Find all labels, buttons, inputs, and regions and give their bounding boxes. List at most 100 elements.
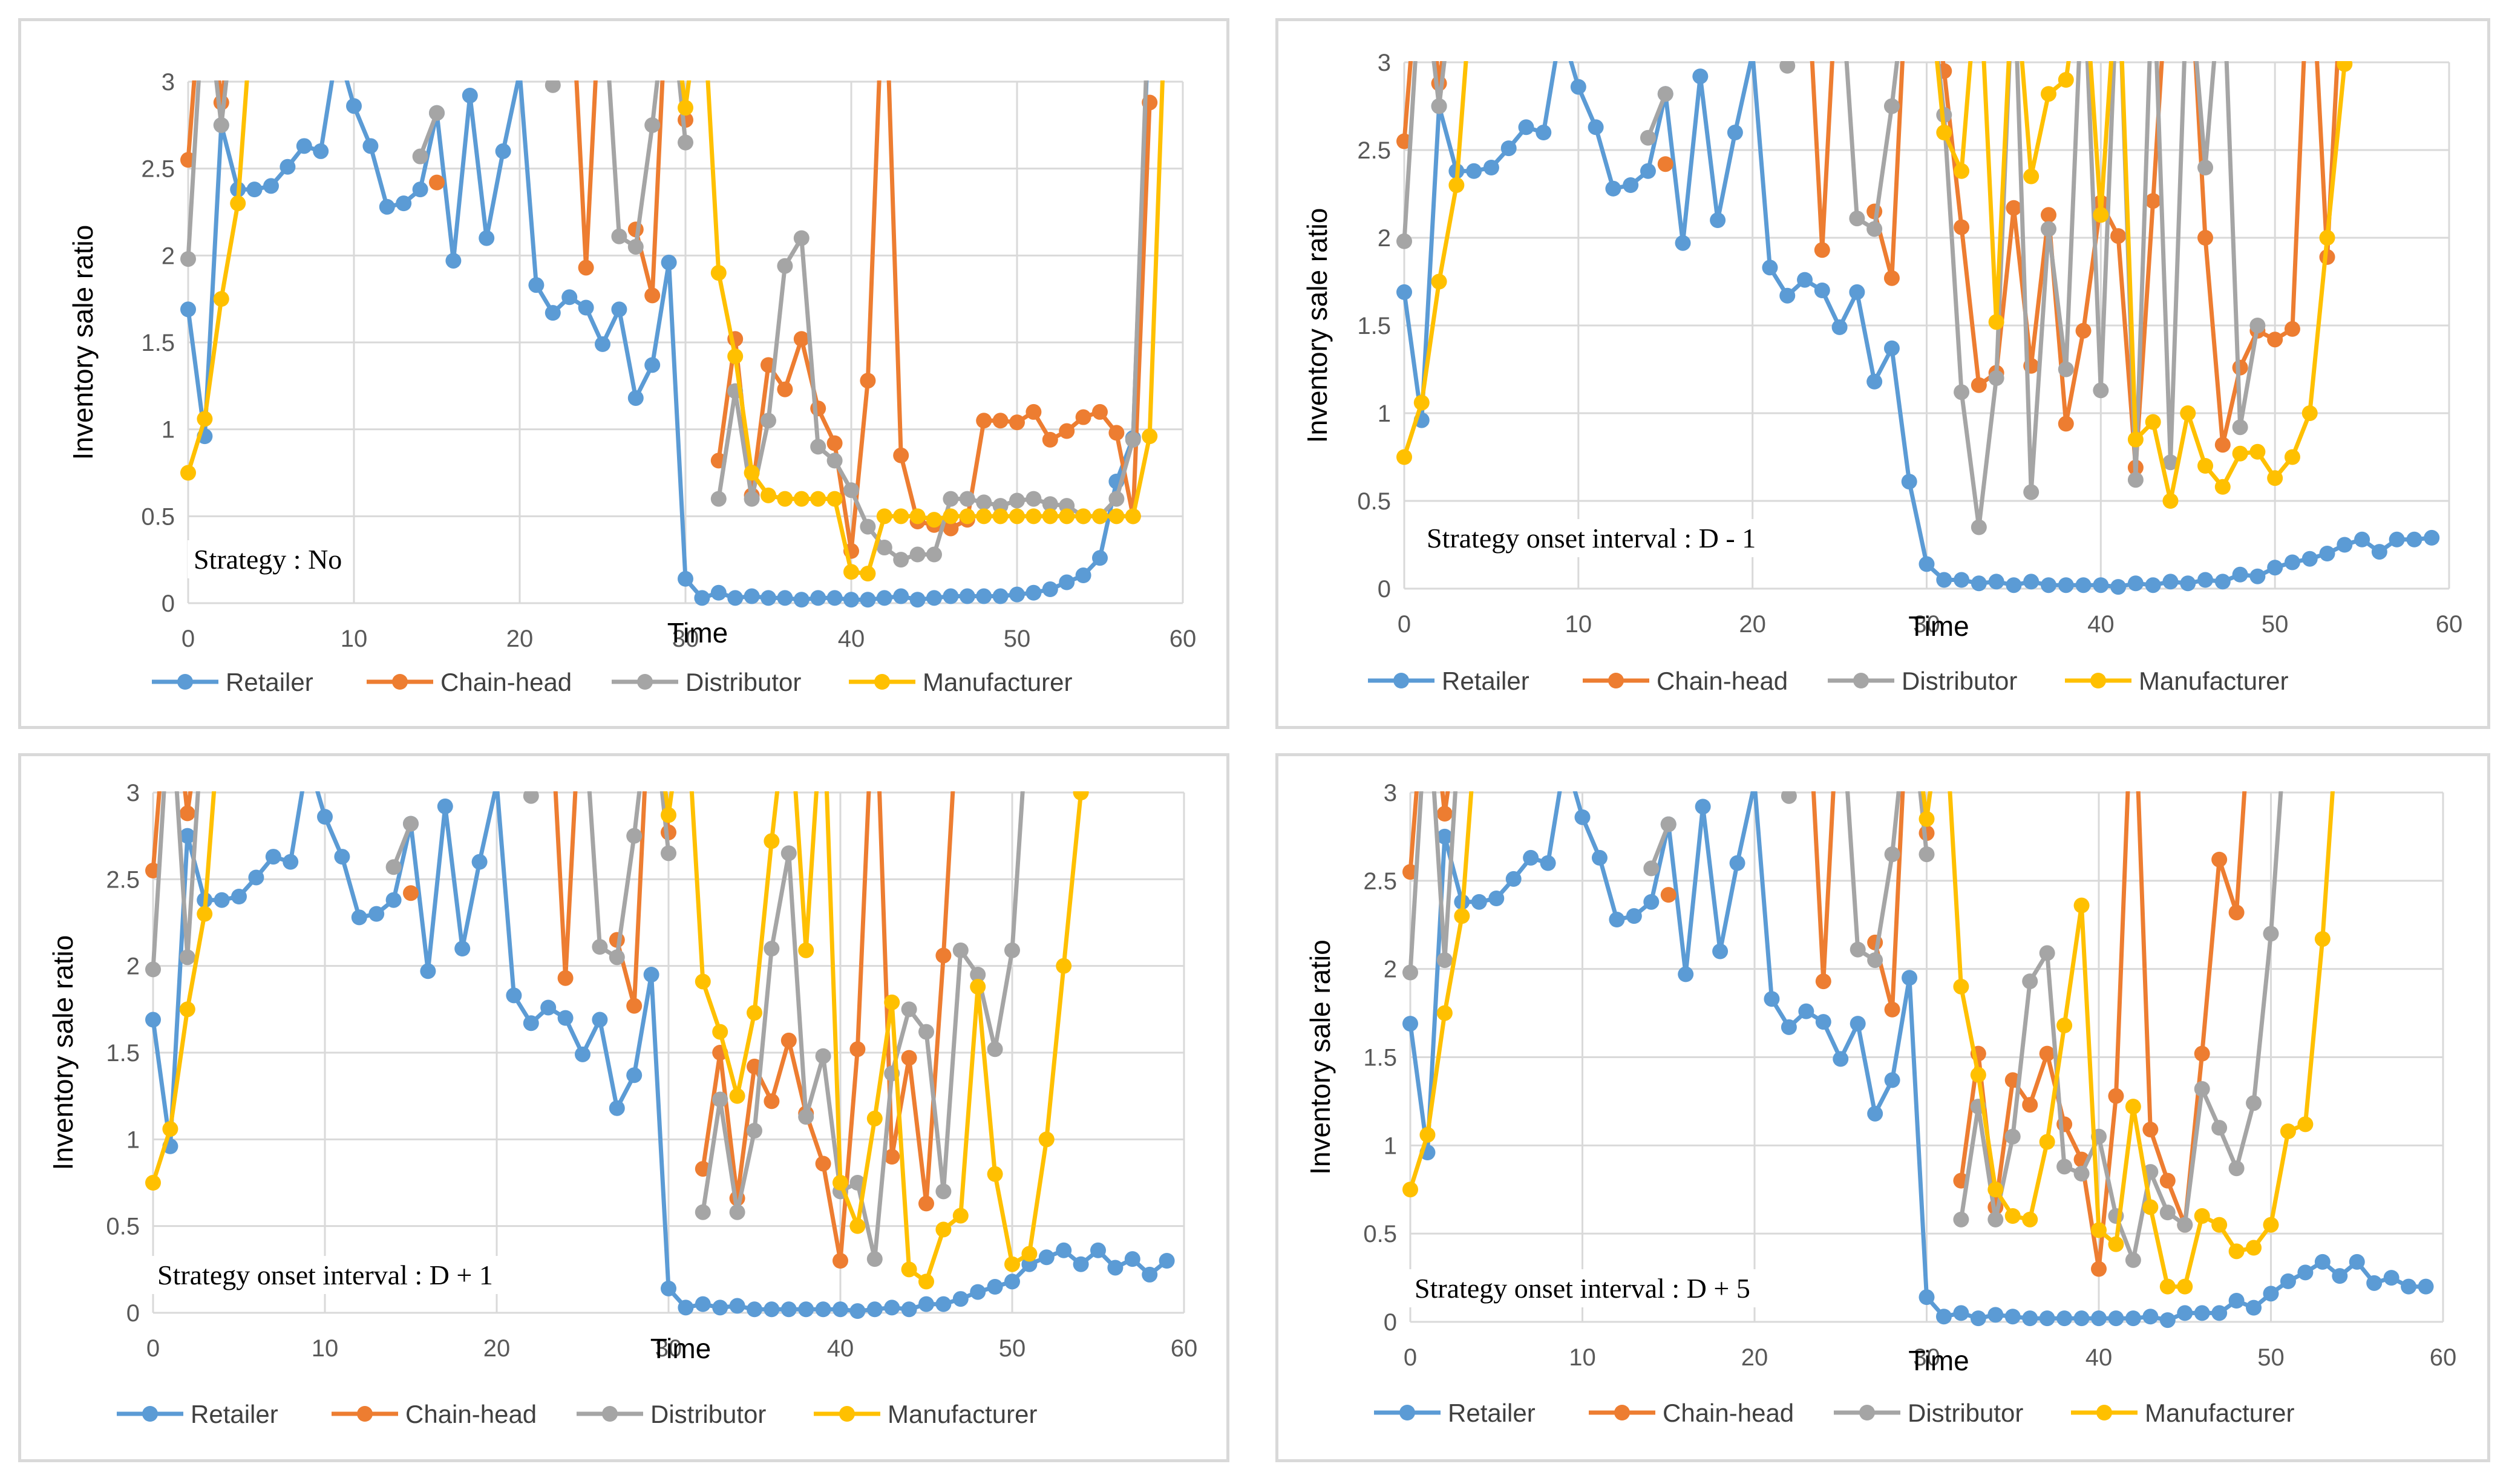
distributor-point <box>2162 454 2179 471</box>
retailer-point <box>626 1067 643 1084</box>
x-tick-label: 10 <box>1569 1344 1596 1371</box>
retailer-point <box>1815 1014 1831 1030</box>
retailer-point <box>1073 1256 1089 1272</box>
manufacturer-point <box>764 833 780 849</box>
distributor-series-line <box>1845 791 1929 963</box>
manufacturer-point <box>2004 1208 2021 1224</box>
legend-item-distributor: Distributor <box>577 1400 766 1428</box>
retailer-point <box>1987 1307 2004 1323</box>
legend-swatch-marker <box>1614 1405 1630 1420</box>
retailer-point <box>729 1298 745 1314</box>
retailer-point <box>2366 1275 2383 1291</box>
retailer-point <box>833 1301 848 1318</box>
manufacturer-point <box>2142 1199 2159 1215</box>
chain-head-point <box>1954 219 1970 235</box>
legend-swatch-marker <box>1399 1405 1415 1420</box>
retailer-point <box>2127 575 2144 592</box>
retailer-point <box>744 588 760 604</box>
manufacturer-point <box>1954 163 1970 179</box>
retailer-point <box>396 195 412 212</box>
manufacturer-point <box>909 508 926 525</box>
chain-head-point <box>429 174 445 191</box>
strategy-annotation-text: Strategy onset interval : D + 1 <box>157 1260 493 1290</box>
chain-head-point <box>777 381 793 397</box>
manufacturer-point <box>2091 1222 2107 1238</box>
chain-head-point <box>1042 431 1058 448</box>
retailer-point <box>959 588 975 604</box>
manufacturer-point <box>761 487 776 503</box>
y-tick-label: 1 <box>126 1126 140 1153</box>
retailer-point <box>1919 556 1935 572</box>
distributor-point <box>2040 221 2056 237</box>
manufacturer-point <box>180 465 196 481</box>
manufacturer-point <box>1059 508 1075 525</box>
strategy-annotation: Strategy onset interval : D - 1 <box>1421 519 1762 557</box>
manufacturer-point <box>2280 1123 2296 1139</box>
retailer-point <box>1483 160 1499 175</box>
retailer-point <box>317 809 333 825</box>
manufacturer-point <box>1448 177 1465 193</box>
chain-head-point <box>2267 332 2283 348</box>
manufacturer-point <box>1454 908 1470 924</box>
retailer-point <box>479 230 495 246</box>
retailer-point <box>1623 177 1639 193</box>
chart-svg: 00.511.522.530 10 20 30 40 50 60TimeInventory … <box>1301 21 2462 695</box>
distributor-point <box>976 494 992 511</box>
manufacturer-point <box>2022 1211 2038 1227</box>
retailer-point <box>494 791 500 792</box>
distributor-point <box>798 1109 814 1125</box>
y-tick-label: 0.5 <box>1357 488 1391 515</box>
retailer-point <box>901 1301 917 1318</box>
retailer-point <box>712 1299 728 1316</box>
manufacturer-point <box>197 906 213 922</box>
retailer-point <box>2246 1299 2262 1316</box>
distributor-point <box>1850 941 1866 958</box>
legend-label: Chain-head <box>1657 667 1788 695</box>
distributor-point <box>926 546 942 563</box>
legend-label: Chain-head <box>405 1400 537 1428</box>
retailer-point <box>661 1280 676 1296</box>
y-tick-label: 2.5 <box>1363 868 1397 895</box>
distributor-point <box>744 491 760 507</box>
legend-label: Chain-head <box>1663 1399 1794 1427</box>
manufacturer-point <box>1413 394 1430 411</box>
chain-head-point <box>935 947 952 964</box>
retailer-point <box>561 289 578 306</box>
chain-head-point <box>644 287 661 304</box>
y-tick-label: 0 <box>1384 1309 1397 1336</box>
retailer-series-line <box>1402 61 2432 589</box>
retailer-point <box>1936 572 1952 588</box>
retailer-point <box>761 590 776 606</box>
distributor-point <box>2022 973 2038 990</box>
retailer-point <box>2162 574 2179 590</box>
chain-head-point <box>793 331 810 347</box>
y-tick-label: 0 <box>126 1300 140 1327</box>
chain-head-point <box>943 520 959 537</box>
manufacturer-point <box>2267 470 2283 486</box>
distributor-point <box>1402 964 1418 981</box>
chain-head-point <box>1884 1001 1900 1018</box>
manufacturer-point <box>2177 1278 2193 1295</box>
retailer-point <box>2075 577 2092 593</box>
legend-label: Distributor <box>1902 667 2017 695</box>
y-tick-label: 3 <box>162 69 175 96</box>
x-tick-label: 20 <box>1739 611 1766 638</box>
chain-head-point <box>2211 851 2228 868</box>
retailer-point <box>1553 21 1569 35</box>
retailer-point <box>2267 560 2283 576</box>
distributor-point <box>179 949 195 966</box>
chain-head-point <box>2022 1097 2038 1113</box>
retailer-point <box>611 301 627 318</box>
retailer-point <box>694 590 710 606</box>
retailer-point <box>678 1299 694 1316</box>
retailer-point <box>678 570 693 587</box>
legend-item-retailer: Retailer <box>117 1400 278 1428</box>
retailer-point <box>575 1046 590 1062</box>
retailer-point <box>1831 319 1848 335</box>
y-axis-title: Inventory sale ratio <box>67 225 99 460</box>
manufacturer-point <box>926 512 942 528</box>
manufacturer-point <box>1004 1256 1020 1272</box>
retailer-point <box>385 892 402 908</box>
retailer-point <box>793 592 810 608</box>
retailer-point <box>368 906 385 922</box>
